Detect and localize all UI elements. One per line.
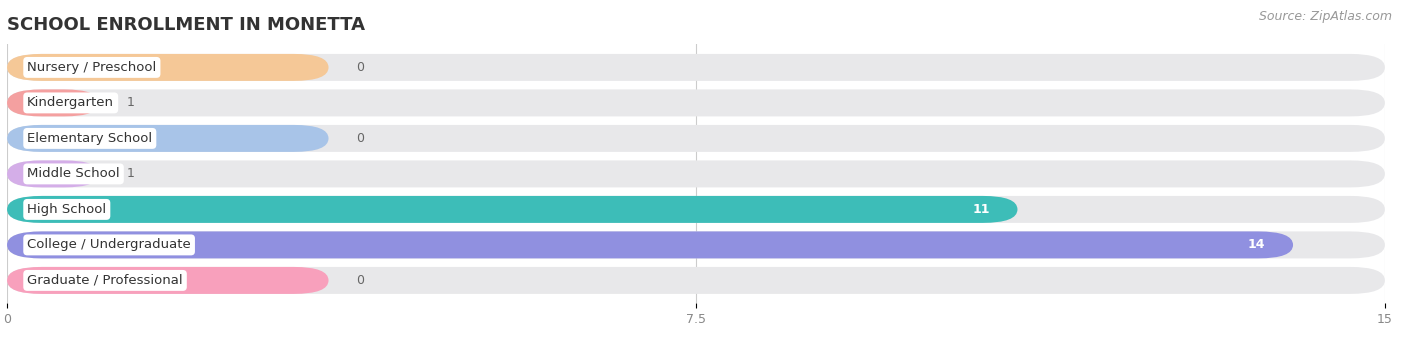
FancyBboxPatch shape bbox=[7, 232, 1294, 258]
FancyBboxPatch shape bbox=[7, 125, 329, 152]
FancyBboxPatch shape bbox=[7, 54, 1385, 81]
FancyBboxPatch shape bbox=[7, 267, 329, 294]
Text: Elementary School: Elementary School bbox=[27, 132, 152, 145]
FancyBboxPatch shape bbox=[7, 54, 329, 81]
Text: College / Undergraduate: College / Undergraduate bbox=[27, 238, 191, 251]
Text: 1: 1 bbox=[127, 167, 135, 180]
FancyBboxPatch shape bbox=[7, 125, 1385, 152]
Text: 14: 14 bbox=[1249, 238, 1265, 251]
FancyBboxPatch shape bbox=[7, 232, 1385, 258]
FancyBboxPatch shape bbox=[7, 160, 1385, 188]
Text: Kindergarten: Kindergarten bbox=[27, 97, 114, 109]
Text: Nursery / Preschool: Nursery / Preschool bbox=[27, 61, 156, 74]
Text: SCHOOL ENROLLMENT IN MONETTA: SCHOOL ENROLLMENT IN MONETTA bbox=[7, 16, 366, 34]
FancyBboxPatch shape bbox=[7, 196, 1018, 223]
Text: Source: ZipAtlas.com: Source: ZipAtlas.com bbox=[1258, 10, 1392, 23]
FancyBboxPatch shape bbox=[7, 160, 98, 188]
FancyBboxPatch shape bbox=[7, 267, 1385, 294]
Text: High School: High School bbox=[27, 203, 107, 216]
Text: 0: 0 bbox=[356, 132, 364, 145]
FancyBboxPatch shape bbox=[7, 196, 1385, 223]
FancyBboxPatch shape bbox=[7, 89, 1385, 116]
Text: 1: 1 bbox=[127, 97, 135, 109]
Text: 0: 0 bbox=[356, 274, 364, 287]
Text: 0: 0 bbox=[356, 61, 364, 74]
FancyBboxPatch shape bbox=[7, 89, 98, 116]
Text: 11: 11 bbox=[973, 203, 990, 216]
Text: Middle School: Middle School bbox=[27, 167, 120, 180]
Text: Graduate / Professional: Graduate / Professional bbox=[27, 274, 183, 287]
